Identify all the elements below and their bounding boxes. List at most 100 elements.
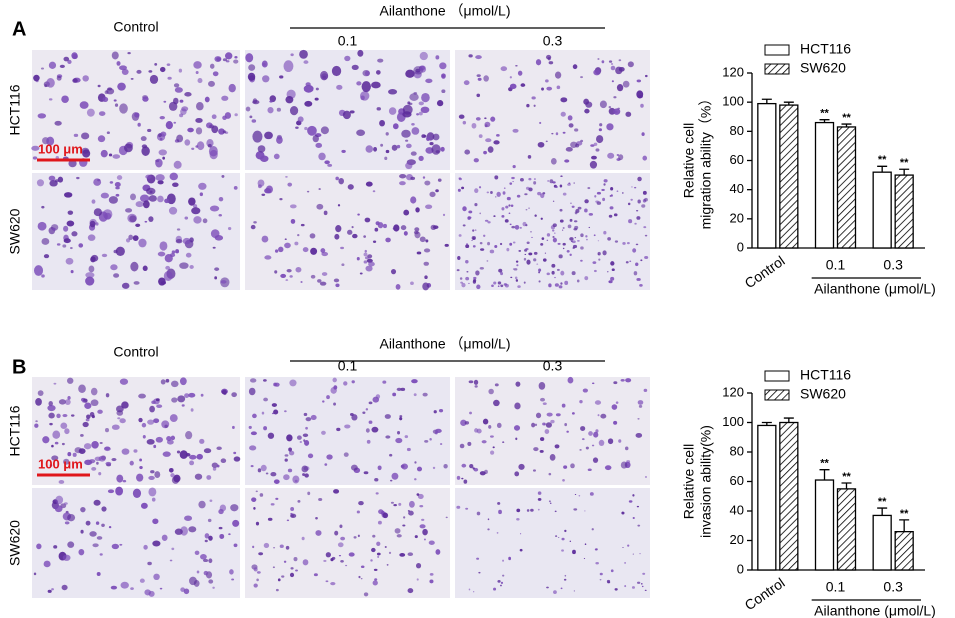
cell [189,576,197,586]
cell [31,145,40,151]
cell [275,588,279,592]
cell [63,502,68,505]
cell [506,196,511,201]
cell [597,240,600,242]
cell [456,505,461,509]
cell [574,128,579,132]
cell [622,80,630,88]
cell [405,69,415,78]
cell [172,182,179,188]
cell [598,128,602,132]
cell [496,134,500,137]
cell [233,456,241,462]
cell [424,180,431,186]
cell [506,247,510,252]
cell [611,80,614,83]
cell [168,206,178,215]
cell [399,417,403,421]
cell [404,435,409,439]
cell [558,285,563,289]
cell [228,83,236,93]
cell [78,548,85,556]
cell [600,413,607,419]
cell [396,144,401,149]
cell [416,562,422,569]
cell [143,200,150,209]
cell [540,217,543,220]
cell [276,136,283,144]
cell [633,271,638,276]
cell [267,106,274,114]
cell [220,458,227,464]
column-label: Control [113,19,158,35]
cell [81,132,90,140]
cell [211,462,219,468]
cell [421,518,425,521]
cell [338,178,344,185]
cell [393,224,400,232]
cell [200,393,204,397]
cell [107,489,115,494]
cell [119,418,126,424]
cell [312,134,319,143]
scale-bar-label: 100 μm [38,456,83,471]
cell [550,419,555,424]
cell [616,190,619,192]
cell [514,471,520,477]
cell [303,84,314,93]
cell [584,199,589,204]
cell [373,568,378,571]
y-tick-label: 120 [722,384,744,399]
cell [195,127,203,135]
cell [516,264,519,267]
cell [157,180,164,185]
cell [232,519,240,527]
cell [305,417,312,422]
cell [135,223,141,227]
cell [552,200,555,202]
cell [405,162,413,170]
cell [458,114,465,119]
cell [484,117,487,120]
cell [189,460,195,466]
cell [297,116,304,123]
cell [429,572,434,576]
cell [402,111,412,118]
cell [149,405,155,413]
cell [637,400,644,405]
cell [218,526,223,530]
cell [493,281,497,285]
cell [206,475,212,480]
cell [625,261,629,264]
cell [571,271,576,276]
cell [165,121,173,130]
cell [414,478,417,481]
cell [61,442,65,446]
cell [610,186,614,191]
cell [442,213,446,217]
cell [371,547,376,553]
cell [34,423,39,428]
cell [531,422,536,428]
cell [533,181,537,185]
cell [591,528,594,531]
cell [163,100,167,103]
cell [546,586,549,589]
cell [331,556,336,560]
cell [520,177,524,182]
cell [176,228,181,231]
micrograph-bg [32,50,240,170]
cell [389,453,393,457]
cell [580,426,586,431]
cell [554,444,560,449]
cell [323,210,328,216]
cell [548,283,552,288]
cell [78,384,86,393]
cell [67,59,72,65]
cell [280,273,287,278]
cell [467,441,472,446]
cell [136,473,144,482]
micrograph [245,488,450,598]
cell [142,265,148,271]
cell [222,115,227,120]
